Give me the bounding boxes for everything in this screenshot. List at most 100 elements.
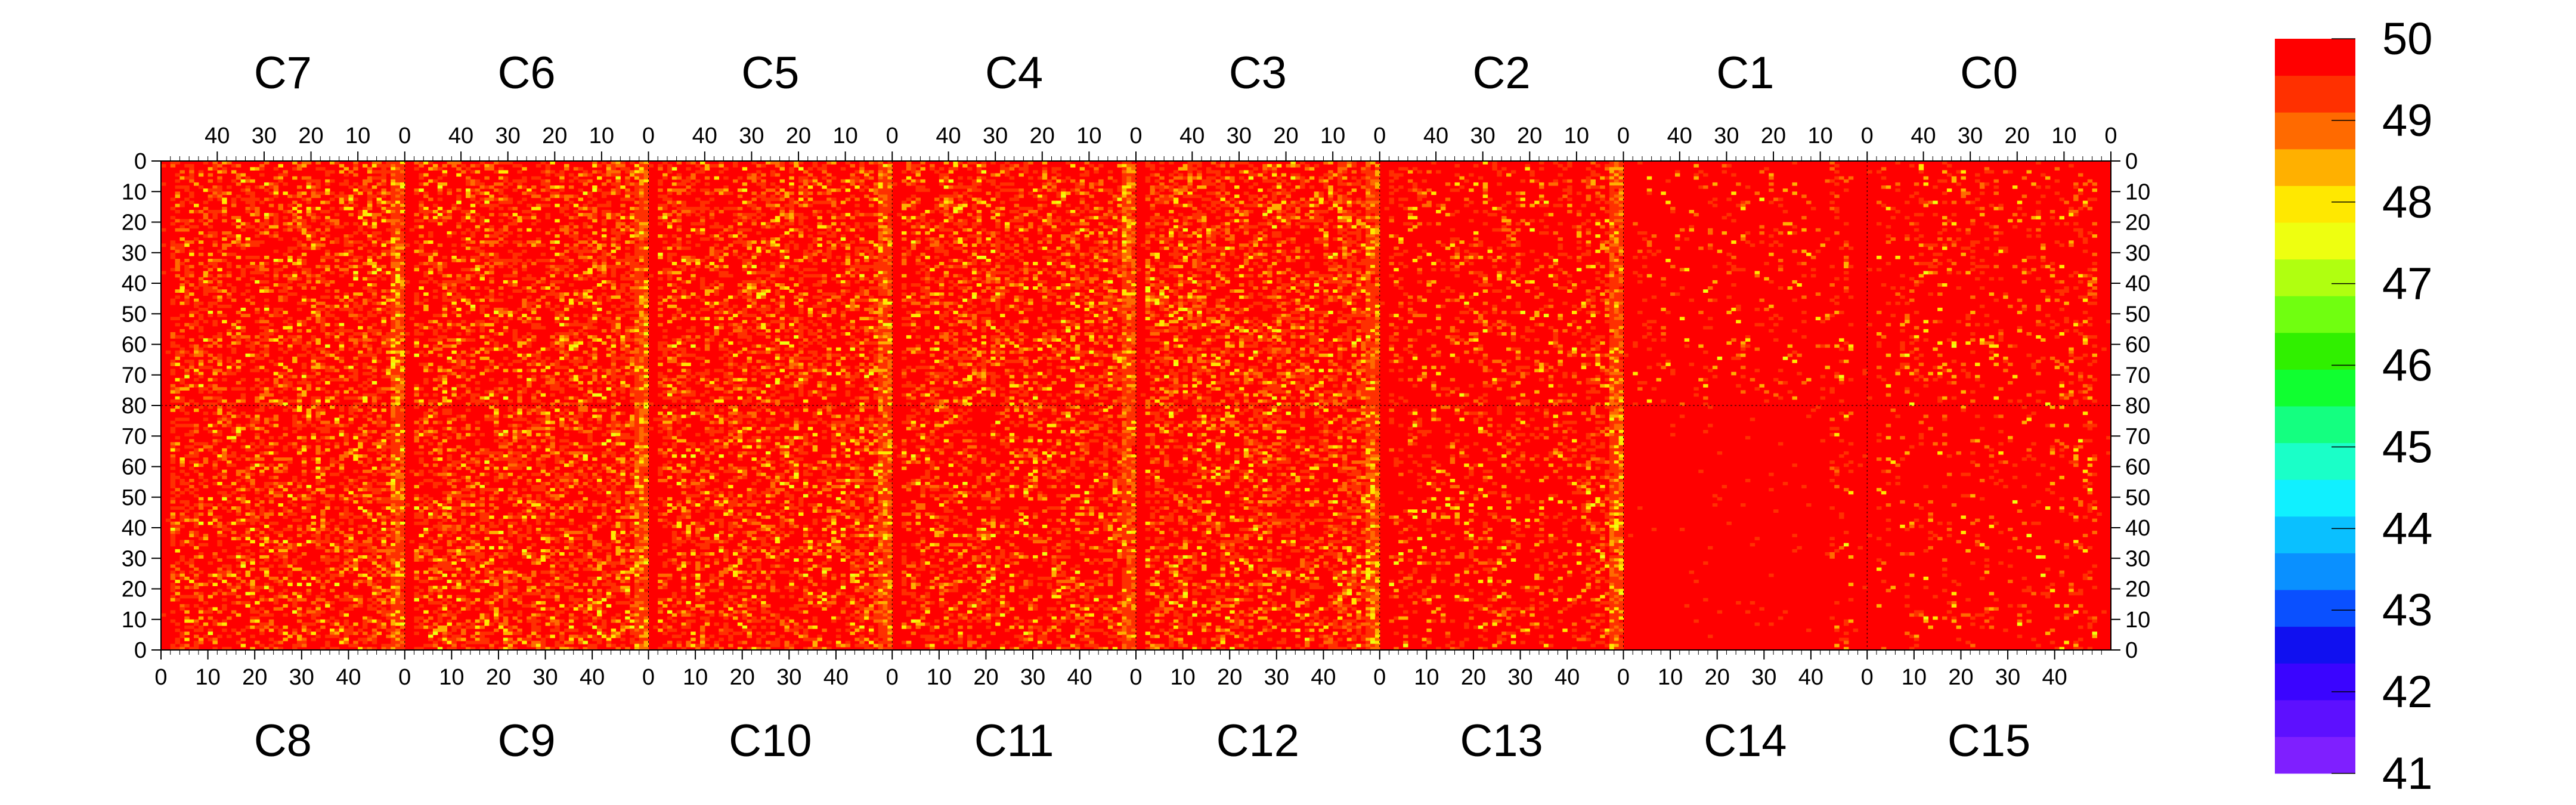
heatmap-cell: [325, 466, 330, 470]
heatmap-cell: [376, 176, 382, 180]
heatmap-cell: [601, 271, 607, 275]
heatmap-cell: [184, 586, 190, 590]
heatmap-cell: [395, 317, 401, 321]
heatmap-cell: [587, 216, 593, 219]
heatmap-cell: [227, 402, 232, 406]
heatmap-cell: [601, 243, 607, 247]
heatmap-cell: [222, 573, 227, 577]
heatmap-cell: [381, 549, 386, 553]
heatmap-cell: [494, 311, 499, 314]
heatmap-cell: [348, 311, 354, 314]
heatmap-cell: [391, 393, 396, 397]
heatmap-cell: [287, 292, 293, 296]
heatmap-cell: [587, 268, 593, 272]
heatmap-cell: [395, 423, 401, 428]
heatmap-cell: [601, 341, 607, 345]
heatmap-cell: [179, 387, 185, 391]
heatmap-cell: [320, 573, 326, 577]
heatmap-cell: [203, 222, 209, 226]
heatmap-cell: [395, 234, 401, 238]
heatmap-cell: [217, 338, 222, 342]
heatmap-cell: [343, 451, 349, 455]
heatmap-cell: [503, 344, 509, 348]
heatmap-cell: [268, 528, 274, 531]
heatmap-cell: [283, 191, 288, 195]
heatmap-cell: [292, 549, 298, 553]
heatmap-cell: [643, 252, 649, 256]
heatmap-cell: [512, 222, 518, 226]
heatmap-cell: [212, 240, 218, 244]
heatmap-cell: [287, 326, 293, 330]
heatmap-cell: [320, 646, 326, 651]
heatmap-cell: [414, 188, 419, 192]
heatmap-cell: [489, 203, 494, 208]
heatmap-cell: [240, 445, 246, 449]
heatmap-cell: [583, 234, 588, 238]
heatmap-cell: [339, 252, 345, 256]
heatmap-cell: [400, 335, 405, 339]
heatmap-cell: [601, 252, 607, 256]
heatmap-cell: [437, 167, 443, 171]
heatmap-cell: [315, 604, 321, 608]
heatmap-cell: [451, 311, 457, 314]
heatmap-cell: [512, 280, 518, 284]
heatmap-cell: [531, 206, 537, 210]
heatmap-cell: [329, 460, 335, 464]
heatmap-cell: [222, 197, 227, 202]
heatmap-cell: [348, 240, 354, 244]
heatmap-cell: [559, 210, 565, 213]
heatmap-cell: [555, 240, 560, 244]
heatmap-cell: [315, 265, 321, 268]
heatmap-cell: [334, 338, 340, 342]
heatmap-cell: [208, 521, 213, 525]
heatmap-cell: [423, 344, 429, 348]
heatmap-cell: [625, 259, 630, 262]
heatmap-cell: [489, 393, 494, 397]
heatmap-cell: [245, 423, 250, 428]
heatmap-cell: [456, 194, 462, 199]
heatmap-cell: [568, 369, 574, 373]
heatmap-cell: [395, 497, 401, 501]
heatmap-cell: [381, 240, 386, 244]
heatmap-cell: [419, 482, 424, 485]
heatmap-cell: [353, 188, 358, 192]
heatmap-cell: [634, 323, 640, 327]
heatmap-cell: [465, 366, 471, 370]
heatmap-cell: [386, 573, 391, 577]
heatmap-cell: [287, 203, 293, 208]
heatmap-cell: [484, 191, 490, 195]
heatmap-cell: [217, 268, 222, 272]
heatmap-cell: [250, 626, 255, 629]
heatmap-cell: [367, 637, 373, 642]
heatmap-cell: [386, 335, 391, 339]
heatmap-cell: [419, 515, 424, 519]
heatmap-cell: [522, 304, 527, 308]
heatmap-cell: [587, 191, 593, 195]
heatmap-cell: [353, 469, 358, 473]
heatmap-cell: [217, 344, 222, 348]
heatmap-cell: [414, 167, 419, 171]
heatmap-cell: [395, 237, 401, 241]
heatmap-cell: [414, 265, 419, 268]
heatmap-cell: [494, 308, 499, 311]
heatmap-cell: [615, 323, 621, 327]
heatmap-cell: [414, 433, 419, 436]
heatmap-cell: [296, 329, 302, 333]
heatmap-cell: [437, 326, 443, 330]
heatmap-cell: [292, 335, 298, 339]
heatmap-cell: [395, 534, 401, 537]
heatmap-cell: [447, 326, 452, 330]
heatmap-cell: [564, 228, 569, 232]
heatmap-cell: [639, 292, 645, 296]
heatmap-cell: [250, 426, 255, 431]
heatmap-cell: [634, 188, 640, 192]
heatmap-cell: [437, 374, 443, 379]
heatmap-cell: [606, 265, 612, 268]
heatmap-cell: [404, 332, 410, 336]
heatmap-cell: [353, 586, 358, 590]
heatmap-cell: [545, 374, 551, 379]
heatmap-cell: [391, 537, 396, 541]
heatmap-cell: [381, 448, 386, 452]
heatmap-cell: [170, 506, 176, 510]
heatmap-cell: [189, 433, 194, 436]
